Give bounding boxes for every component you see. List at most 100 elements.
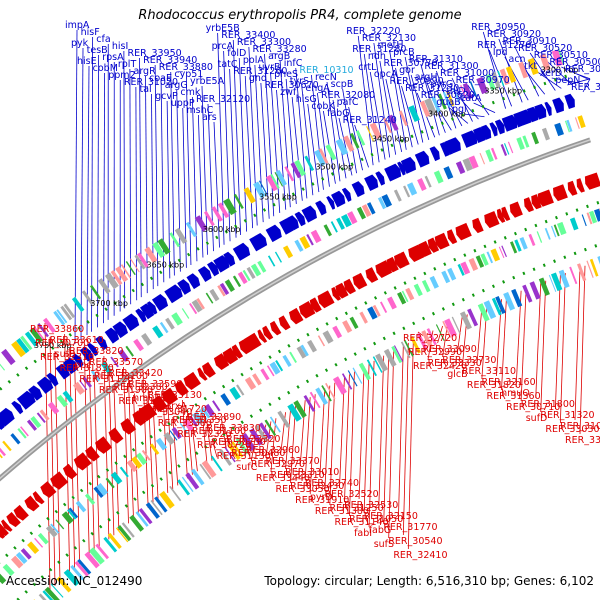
bottom-gene-link <box>363 363 370 514</box>
top-annotation-track-block <box>424 97 437 116</box>
top-annotation-inner-track-block <box>26 419 38 431</box>
top-gene-link <box>379 60 397 155</box>
top-annotation-track-block <box>445 90 455 107</box>
bottom-annotation-track-block <box>457 263 465 276</box>
top-annotation-track-block <box>314 149 326 167</box>
bottom-strand-feature <box>24 495 40 512</box>
bottom-gene-label: RER_31370 <box>119 396 173 407</box>
top-gene-label: RER_31240 <box>343 115 397 126</box>
top-gene-label: RER_31300 <box>424 61 478 72</box>
top-strand-feature <box>79 346 94 362</box>
top-annotation-inner-track-block <box>500 144 508 156</box>
top-strand-feature <box>315 200 327 216</box>
bottom-annotation-outer-track-block <box>529 281 541 300</box>
top-strand-feature <box>286 215 299 231</box>
top-annotation-track-block <box>104 272 119 290</box>
bottom-gene-link <box>54 350 61 582</box>
bottom-gene-link <box>285 409 291 470</box>
bottom-annotation-outer-track-block <box>88 547 105 565</box>
bottom-annotation-track-block <box>203 403 216 417</box>
bottom-strand-feature <box>85 445 100 462</box>
bottom-strand-feature <box>269 320 282 336</box>
top-annotation-track-block <box>43 317 56 334</box>
top-gene-link <box>74 29 78 344</box>
bottom-annotation-track-block <box>289 351 297 363</box>
top-gene-label: tyrS <box>290 76 309 87</box>
bottom-annotation-track-block <box>68 507 79 519</box>
top-annotation-track-block <box>284 166 295 182</box>
top-annotation-track-block <box>274 171 284 187</box>
top-annotation-inner-track-block <box>306 233 314 246</box>
top-annotation-inner-track-block <box>299 235 311 250</box>
bottom-annotation-track-block <box>441 270 451 284</box>
top-annotation-inner-track-block <box>110 356 119 368</box>
top-annotation-track-block <box>419 100 431 118</box>
top-gene-link <box>295 67 308 199</box>
top-gene-link <box>561 66 589 80</box>
bottom-gene-label: RER_33440 <box>256 473 310 484</box>
top-strand-feature <box>429 146 440 162</box>
top-gene-label: prcA <box>212 41 234 52</box>
bottom-annotation-track-block <box>397 291 407 305</box>
top-strand-feature <box>480 124 492 140</box>
top-annotation-track-block <box>349 132 360 149</box>
top-gene-label: RER_30520 <box>518 43 572 54</box>
top-gene-label: pyrG <box>430 79 453 90</box>
top-gene-link <box>316 92 330 187</box>
top-annotation-inner-track-block <box>361 204 372 218</box>
bottom-annotation-outer-track-block <box>421 330 433 349</box>
bottom-annotation-outer-track-block <box>219 449 232 466</box>
bottom-annotation-outer-track-block <box>391 345 403 364</box>
top-strand-feature <box>249 232 268 252</box>
top-gene-link <box>182 107 187 268</box>
top-gene-label: RER_30500 <box>549 57 600 68</box>
bottom-gene-label: RER_31090 <box>560 421 600 432</box>
top-annotation-inner-track-block <box>564 120 570 133</box>
bottom-strand-feature <box>161 387 179 405</box>
top-gene-label: acn <box>509 54 526 65</box>
bottom-gene-link <box>349 371 355 517</box>
bottom-annotation-track-block <box>342 320 353 333</box>
bottom-gene-link <box>407 340 414 550</box>
top-annotation-track-block <box>130 258 140 273</box>
bottom-gene-label: RER_30730 <box>212 437 266 448</box>
top-gene-label: pgl <box>452 104 467 115</box>
bottom-strand-feature <box>6 511 21 528</box>
top-gene-label: ndh <box>368 51 386 62</box>
bottom-strand-feature <box>288 307 304 325</box>
top-annotation-track-block <box>518 61 529 79</box>
bottom-annotation-outer-track-block <box>103 536 118 553</box>
bottom-annotation-track-block <box>45 525 58 538</box>
bottom-gene-link <box>574 267 581 421</box>
bottom-annotation-outer-track-block <box>577 263 587 282</box>
bottom-strand-feature <box>472 217 484 234</box>
bottom-gene-label: sufC <box>236 462 257 473</box>
top-gene-label: hisF <box>81 27 100 38</box>
top-annotation-inner-track-block <box>224 279 235 292</box>
top-annotation-inner-track-block <box>554 122 564 137</box>
top-gene-label: tesB <box>87 45 108 56</box>
bottom-strand-feature <box>202 361 216 378</box>
top-strand-feature <box>186 273 201 290</box>
top-annotation-inner-track-block <box>323 224 332 237</box>
bottom-strand-feature <box>553 184 568 202</box>
bottom-gene-link <box>476 307 483 366</box>
top-strand-feature <box>331 190 346 208</box>
top-annotation-inner-track-block <box>479 152 486 165</box>
bottom-annotation-outer-track-block <box>400 341 411 359</box>
bottom-annotation-track-block <box>475 255 485 268</box>
top-gene-label: RER_30910 <box>503 36 557 47</box>
bottom-strand-feature <box>418 240 432 258</box>
bottom-annotation-track-block <box>300 344 309 357</box>
top-annotation-inner-track-block <box>417 177 427 192</box>
top-gene-label: pyk <box>71 38 89 49</box>
top-strand-feature <box>564 93 575 110</box>
top-gene-link <box>529 52 556 91</box>
bottom-annotation-outer-track-block <box>491 297 502 316</box>
bottom-annotation-outer-track-block <box>169 485 182 502</box>
top-annotation-inner-track-block <box>125 345 134 357</box>
top-gene-link <box>369 71 386 160</box>
bottom-gene-link <box>69 347 76 569</box>
bottom-annotation-outer-track-block <box>77 558 92 575</box>
top-annotation-track-block <box>204 210 215 227</box>
